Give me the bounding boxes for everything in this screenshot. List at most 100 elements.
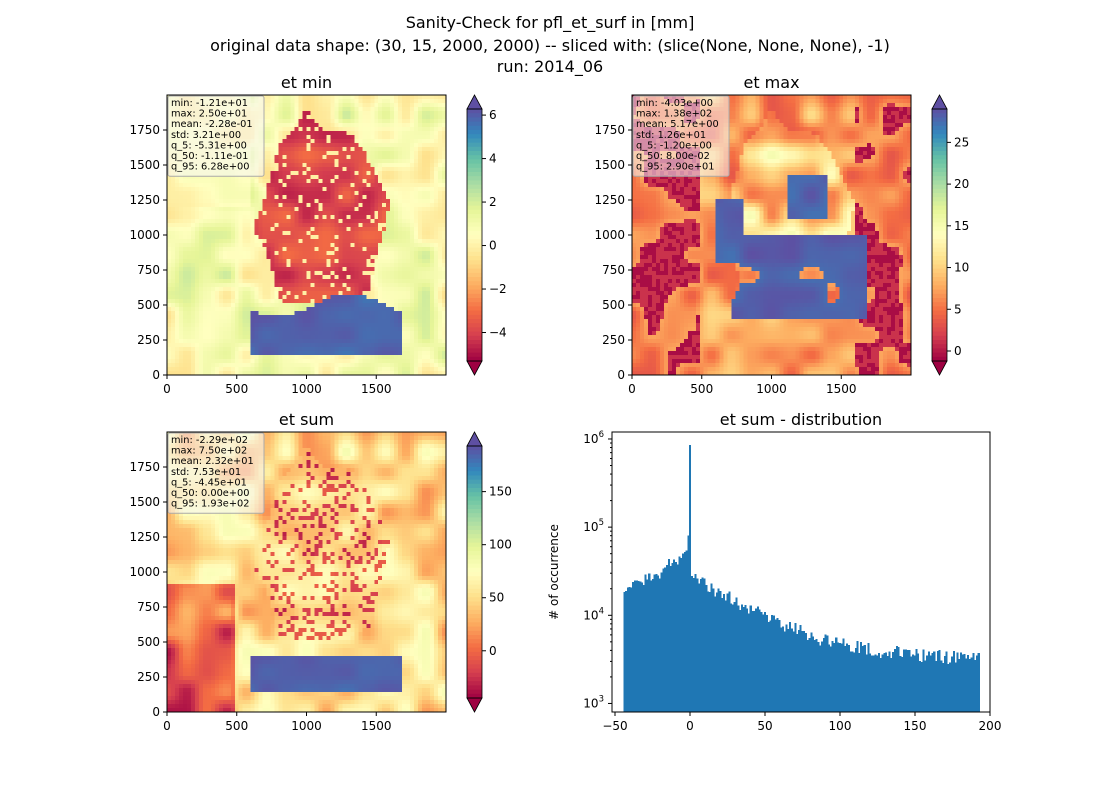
heatmap-cell [362,123,367,128]
heatmap-cell [302,95,308,100]
heatmap-cell [274,307,280,312]
heatmap-cell [186,335,192,340]
heatmap-cell [314,231,320,236]
heatmap-cell [326,167,332,172]
heatmap-cell [274,371,280,376]
heatmap-cell [238,223,244,228]
heatmap-cell [366,291,371,296]
heatmap-cell [354,95,359,100]
heatmap-cell [218,179,224,184]
heatmap-cell [194,355,200,360]
heatmap-cell [174,367,180,372]
heatmap-cell [242,247,248,252]
heatmap-cell [218,347,224,352]
heatmap-cell [366,343,371,348]
heatmap-cell [366,363,371,368]
heatmap-cell [314,271,320,276]
heatmap-cell [354,351,359,356]
heatmap-cell [354,307,359,312]
heatmap-cell [194,359,200,364]
heatmap-cell [242,347,248,352]
heatmap-cell [270,247,276,252]
heatmap-cell [346,307,351,312]
heatmap-cell [330,367,335,372]
heatmap-cell [414,271,419,276]
heatmap-cell [326,327,332,332]
heatmap-cell [314,227,320,232]
heatmap-cell [342,335,347,340]
heatmap-cell [210,223,216,228]
heatmap-cell [306,259,312,264]
heatmap-cell [342,275,347,280]
heatmap-cell [186,195,192,200]
heatmap-cell [194,199,200,204]
heatmap-cell [406,135,411,140]
heatmap-cell [430,143,435,148]
heatmap-cell [354,227,359,232]
heatmap-cell [174,307,180,312]
heatmap-cell [318,271,324,276]
heatmap-cell [282,155,288,160]
heatmap-cell [238,187,244,192]
heatmap-cell [266,351,272,356]
heatmap-cell [174,295,180,300]
heatmap-cell [222,287,228,292]
heatmap-cell [167,239,172,244]
heatmap-cell [238,183,244,188]
heatmap-cell [290,283,296,288]
heatmap-cell [314,347,320,352]
heatmap-cell [390,187,395,192]
heatmap-cell [346,363,351,368]
heatmap-cell [226,223,232,228]
heatmap-cell [278,203,284,208]
heatmap-cell [194,267,200,272]
heatmap-cell [438,271,443,276]
heatmap-cell [230,327,236,332]
heatmap-cell [438,191,443,196]
heatmap-cell [414,151,419,156]
heatmap-cell [214,315,220,320]
heatmap-cell [270,371,276,376]
heatmap-cell [238,299,244,304]
colorbar-segment [467,197,482,202]
heatmap-cell [346,339,351,344]
heatmap-cell [250,359,256,364]
heatmap-cell [178,235,184,240]
heatmap-cell [418,331,423,336]
heatmap-cell [382,107,387,112]
heatmap-cell [390,367,395,372]
heatmap-cell [194,299,200,304]
heatmap-cell [167,319,172,324]
heatmap-cell [390,359,395,364]
heatmap-cell [258,327,264,332]
heatmap-cell [314,171,320,176]
heatmap-cell [390,303,395,308]
heatmap-cell [182,183,188,188]
colorbar-segment [467,327,482,333]
heatmap-cell [406,203,411,208]
heatmap-cell [266,283,272,288]
heatmap-cell [210,351,216,356]
heatmap-cell [426,123,431,128]
heatmap-cell [346,187,351,192]
heatmap-cell [266,343,272,348]
heatmap-cell [426,231,431,236]
heatmap-cell [270,295,276,300]
heatmap-cell [210,211,216,216]
heatmap-cell [366,323,371,328]
heatmap-cell [266,151,272,156]
heatmap-cell [422,319,427,324]
heatmap-cell [362,175,367,180]
colorbar-segment [467,310,482,316]
heatmap-cell [258,331,264,336]
heatmap-cell [190,323,196,328]
heatmap-cell [278,303,284,308]
heatmap-cell [378,287,383,292]
heatmap-cell [398,319,403,324]
heatmap-cell [206,219,212,224]
heatmap-cell [430,99,435,104]
heatmap-cell [378,139,383,144]
heatmap-cell [422,351,427,356]
heatmap-cell [326,239,332,244]
heatmap-cell [206,215,212,220]
